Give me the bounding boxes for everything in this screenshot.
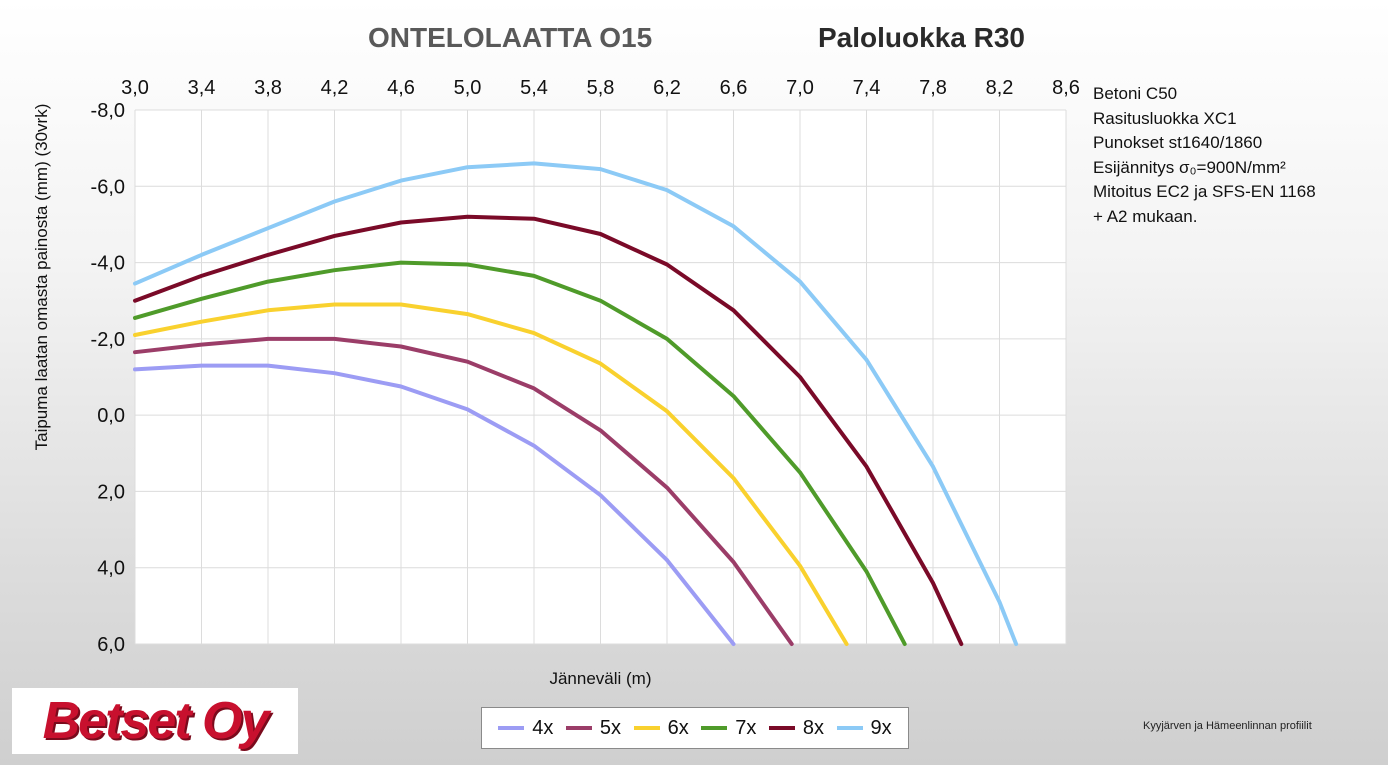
logo-text: Betset Oy [42,692,270,750]
x-tick-label: 8,6 [1052,77,1080,99]
spec-line-concrete: Betoni C50 [1093,84,1178,103]
legend-label-9x: 9x [870,716,892,739]
x-tick-label: 6,2 [653,77,681,99]
legend-swatch-9x [836,726,863,730]
spec-line-prestress: Esijännitys σ₀=900N/mm² [1093,157,1286,177]
series-line-6x [133,302,849,646]
x-axis-label: Jänneväli (m) [549,669,651,688]
series-line-5x [133,336,794,646]
y-tick-label: -2,0 [91,329,125,351]
legend-item-5x: 5x [565,716,622,740]
y-tick-label: -6,0 [91,176,125,198]
x-tick-label: 4,2 [321,77,349,99]
x-tick-label: 5,4 [520,77,548,99]
legend-item-7x: 7x [701,717,756,740]
x-tick-label: 7,8 [919,77,947,99]
y-tick-label: 2,0 [97,481,125,503]
legend-item-8x: 8x [768,716,825,740]
chart-legend: 4x 5x 6x 7x 8x 9x [481,707,909,749]
x-tick-label: 5,8 [587,77,615,99]
x-tick-label: 6,6 [720,77,748,99]
x-tick-label: 7,4 [853,77,881,99]
x-tick-label: 3,0 [121,77,149,99]
x-tick-label: 5,0 [454,77,482,99]
legend-label-7x: 7x [735,716,757,739]
legend-label-8x: 8x [802,716,825,739]
x-tick-label: 8,2 [986,77,1014,99]
y-tick-label: -4,0 [91,253,125,275]
y-tick-label: -8,0 [91,100,125,122]
x-tick-label: 7,0 [786,77,814,99]
spec-line-annex: + A2 mukaan. [1093,206,1198,226]
legend-swatch-4x [498,726,525,730]
series-line-9x [133,161,1019,646]
y-tick-label: 6,0 [97,634,125,656]
legend-swatch-7x [701,726,728,730]
x-tick-label: 4,6 [387,77,415,99]
legend-item-6x: 6x [633,716,689,740]
chart-title-right: Paloluokka R30 [818,22,1025,53]
y-tick-label: 0,0 [97,405,125,427]
x-tick-label: 3,4 [188,77,216,99]
spec-line-strands: Punokset st1640/1860 [1093,133,1263,152]
chart-title-left: ONTELOLAATTA O15 [368,22,653,53]
legend-swatch-6x [633,726,660,730]
legend-swatch-5x [565,726,592,730]
spec-line-design: Mitoitus EC2 ja SFS-EN 1168 [1093,182,1316,201]
specification-block: Betoni C50 Rasitusluokka XC1 Punokset st… [1093,82,1316,229]
y-tick-label: 4,0 [97,558,125,580]
betset-logo: Betset Oy [12,688,298,754]
profile-footnote: Kyyjärven ja Hämeenlinnan profiilit [1143,720,1312,732]
legend-label-5x: 5x [599,716,622,739]
legend-item-9x: 9x [836,716,892,740]
y-axis-label: Taipuma laatan omasta painosta (mm) (30v… [32,104,51,451]
legend-item-4x: 4x [498,717,553,740]
legend-label-6x: 6x [667,716,689,739]
legend-label-4x: 4x [532,716,554,739]
spec-line-exposure-class: Rasitusluokka XC1 [1093,108,1237,128]
series-line-4x [133,363,736,646]
series-line-7x [133,260,907,646]
legend-swatch-8x [768,726,795,730]
series-line-8x [133,214,964,646]
x-tick-label: 3,8 [254,77,282,99]
